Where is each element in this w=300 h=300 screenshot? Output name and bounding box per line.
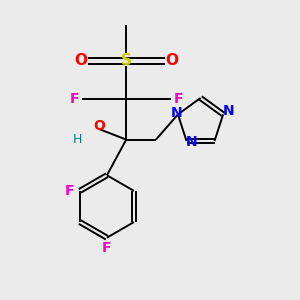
Text: F: F bbox=[102, 241, 112, 255]
Text: N: N bbox=[223, 104, 234, 118]
Text: F: F bbox=[173, 92, 183, 106]
Text: O: O bbox=[94, 118, 105, 133]
Text: N: N bbox=[186, 136, 198, 149]
Text: O: O bbox=[74, 53, 88, 68]
Text: F: F bbox=[70, 92, 79, 106]
Text: O: O bbox=[165, 53, 178, 68]
Text: H: H bbox=[73, 133, 82, 146]
Text: N: N bbox=[171, 106, 182, 120]
Text: F: F bbox=[65, 184, 74, 198]
Text: S: S bbox=[121, 53, 132, 68]
